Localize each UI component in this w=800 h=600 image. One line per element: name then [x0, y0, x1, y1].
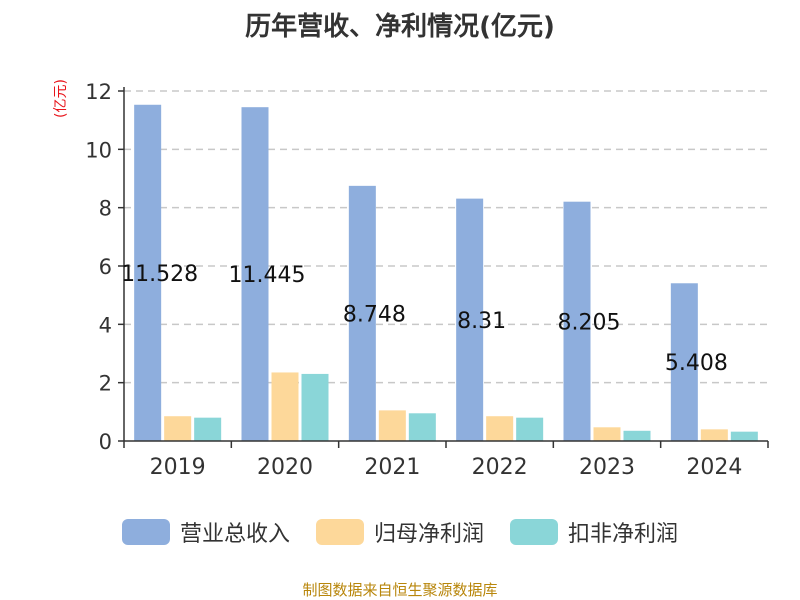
data-label: 8.31: [457, 309, 506, 334]
bar-2020-series-2: [301, 373, 329, 441]
chart-title: 历年营收、净利情况(亿元): [245, 12, 555, 42]
bar-2020-series-1: [271, 372, 299, 441]
x-tick-label: 2023: [579, 455, 635, 480]
legend-swatch-parent-net-profit: [315, 519, 364, 545]
y-tick-label: 8: [99, 197, 112, 221]
bar-2021-series-2: [408, 413, 436, 441]
y-tick-label: 6: [99, 255, 112, 279]
source-note: 制图数据来自恒生聚源数据库: [302, 581, 498, 599]
bar-2021-series-1: [378, 410, 406, 441]
x-tick-label: 2021: [364, 455, 420, 480]
data-label: 5.408: [665, 351, 728, 376]
y-tick-label: 0: [99, 430, 112, 454]
data-label: 8.205: [558, 310, 621, 335]
y-tick-label: 4: [99, 313, 112, 337]
bar-2019-series-2: [194, 417, 222, 441]
x-tick-label: 2019: [150, 455, 206, 480]
legend-item-deducted-net-profit[interactable]: 扣非净利润: [510, 516, 678, 548]
bar-2021-series-0: [348, 185, 376, 441]
legend-label-deducted-net-profit: 扣非净利润: [568, 522, 679, 547]
bar-2023-series-2: [623, 430, 651, 441]
x-tick-label: 2022: [472, 455, 528, 480]
axes: [118, 87, 769, 448]
labels: 0 2 4 6 8 10 12 11.528 11.445 8.748 8.31 8.205 5.408…: [85, 80, 742, 480]
bar-2020-series-0: [241, 107, 269, 441]
legend: 营业总收入 归母净利润 扣非净利润: [0, 516, 800, 548]
bar-2024-series-1: [700, 429, 728, 441]
x-tick-label: 2020: [257, 455, 313, 480]
bar-2022-series-1: [486, 416, 514, 441]
legend-label-parent-net-profit: 归母净利润: [373, 522, 484, 547]
y-tick-label: 2: [99, 372, 112, 396]
bar-2019-series-1: [164, 416, 192, 441]
bars: [134, 104, 758, 442]
x-tick-label: 2024: [686, 455, 742, 480]
bar-2023-series-1: [593, 427, 621, 441]
legend-item-revenue[interactable]: 营业总收入: [121, 516, 290, 548]
bar-2024-series-0: [670, 283, 698, 441]
y-tick-label: 10: [85, 138, 112, 162]
bar-2022-series-0: [456, 198, 484, 441]
bar-2023-series-0: [563, 201, 591, 441]
data-label: 8.748: [343, 302, 406, 327]
data-label: 11.528: [121, 262, 198, 287]
legend-item-parent-net-profit[interactable]: 归母净利润: [315, 516, 484, 548]
legend-swatch-deducted-net-profit: [510, 519, 558, 545]
data-label: 11.445: [229, 263, 306, 288]
legend-swatch-revenue: [121, 519, 170, 545]
bar-2024-series-2: [730, 431, 758, 441]
bar-2022-series-2: [516, 417, 544, 441]
bar-2019-series-0: [134, 104, 162, 442]
legend-label-revenue: 营业总收入: [179, 522, 290, 547]
y-tick-label: 12: [85, 80, 112, 104]
